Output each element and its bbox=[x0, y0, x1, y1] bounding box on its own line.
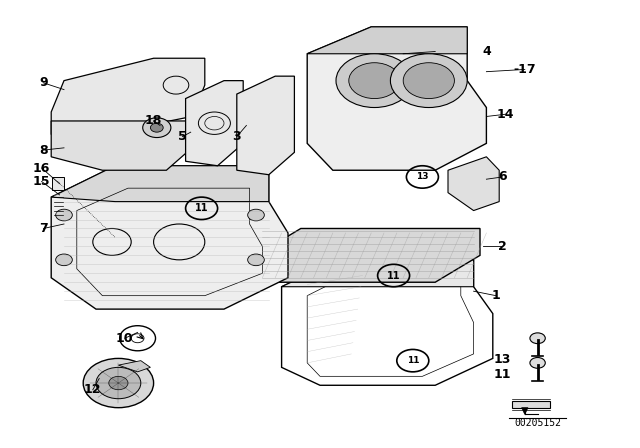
Circle shape bbox=[83, 358, 154, 408]
Polygon shape bbox=[237, 76, 294, 175]
Polygon shape bbox=[522, 408, 528, 414]
Circle shape bbox=[530, 358, 545, 368]
Text: -17: -17 bbox=[513, 63, 536, 76]
Polygon shape bbox=[51, 58, 205, 134]
Polygon shape bbox=[51, 166, 269, 202]
Text: 5: 5 bbox=[178, 130, 187, 143]
Text: 11: 11 bbox=[195, 203, 209, 213]
Polygon shape bbox=[51, 121, 192, 170]
Text: 16: 16 bbox=[33, 161, 51, 175]
Text: 14: 14 bbox=[497, 108, 515, 121]
Text: 6: 6 bbox=[498, 170, 507, 184]
Text: 1: 1 bbox=[492, 289, 500, 302]
Circle shape bbox=[109, 376, 128, 390]
Text: 00205152: 00205152 bbox=[514, 418, 561, 428]
Circle shape bbox=[143, 118, 171, 138]
Text: 3: 3 bbox=[232, 130, 241, 143]
Polygon shape bbox=[186, 81, 243, 166]
Polygon shape bbox=[118, 361, 150, 372]
Text: 9: 9 bbox=[39, 76, 48, 90]
Circle shape bbox=[530, 333, 545, 344]
Text: 18: 18 bbox=[145, 114, 163, 128]
Polygon shape bbox=[51, 166, 288, 309]
Text: 11: 11 bbox=[406, 356, 419, 365]
Text: 11: 11 bbox=[493, 367, 511, 381]
Circle shape bbox=[248, 254, 264, 266]
Polygon shape bbox=[448, 157, 499, 211]
Text: 8: 8 bbox=[39, 143, 48, 157]
Text: 13: 13 bbox=[416, 172, 429, 181]
Text: 15: 15 bbox=[33, 175, 51, 188]
Polygon shape bbox=[307, 27, 486, 170]
Text: 12: 12 bbox=[84, 383, 102, 396]
Circle shape bbox=[336, 54, 413, 108]
Polygon shape bbox=[256, 228, 480, 282]
Circle shape bbox=[150, 123, 163, 132]
Circle shape bbox=[403, 63, 454, 99]
Circle shape bbox=[349, 63, 400, 99]
Text: 13: 13 bbox=[493, 353, 511, 366]
Polygon shape bbox=[512, 401, 550, 408]
Text: 4: 4 bbox=[482, 45, 491, 58]
Text: 7: 7 bbox=[39, 222, 48, 235]
Circle shape bbox=[248, 209, 264, 221]
Circle shape bbox=[390, 54, 467, 108]
Polygon shape bbox=[307, 27, 467, 54]
Polygon shape bbox=[282, 260, 474, 287]
Text: 10: 10 bbox=[116, 332, 134, 345]
Circle shape bbox=[56, 254, 72, 266]
Circle shape bbox=[96, 367, 141, 399]
Text: 2: 2 bbox=[498, 240, 507, 253]
Circle shape bbox=[56, 209, 72, 221]
Text: 11: 11 bbox=[387, 271, 401, 280]
Bar bbox=[52, 177, 64, 190]
